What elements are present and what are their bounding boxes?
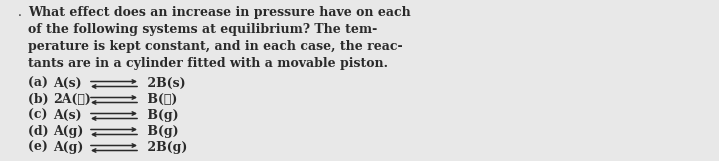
Text: 2B(g): 2B(g) — [143, 141, 188, 154]
Text: (b): (b) — [28, 93, 53, 106]
Text: A(s): A(s) — [53, 109, 82, 122]
Text: of the following systems at equilibrium? The tem-: of the following systems at equilibrium?… — [28, 23, 377, 36]
Text: B(g): B(g) — [143, 109, 178, 122]
Text: 2A(ℓ): 2A(ℓ) — [53, 93, 91, 106]
Text: A(g): A(g) — [53, 141, 83, 154]
Text: (e): (e) — [28, 141, 52, 154]
Text: A(s): A(s) — [53, 77, 82, 90]
Text: perature is kept constant, and in each case, the reac-: perature is kept constant, and in each c… — [28, 40, 403, 53]
Text: B(ℓ): B(ℓ) — [143, 93, 178, 106]
Text: (a): (a) — [28, 77, 52, 90]
Text: B(g): B(g) — [143, 125, 178, 138]
Text: ·: · — [18, 10, 22, 23]
Text: (c): (c) — [28, 109, 52, 122]
Text: A(g): A(g) — [53, 125, 83, 138]
Text: 2B(s): 2B(s) — [143, 77, 186, 90]
Text: tants are in a cylinder fitted with a movable piston.: tants are in a cylinder fitted with a mo… — [28, 57, 388, 70]
Text: What effect does an increase in pressure have on each: What effect does an increase in pressure… — [28, 6, 411, 19]
Text: (d): (d) — [28, 125, 53, 138]
